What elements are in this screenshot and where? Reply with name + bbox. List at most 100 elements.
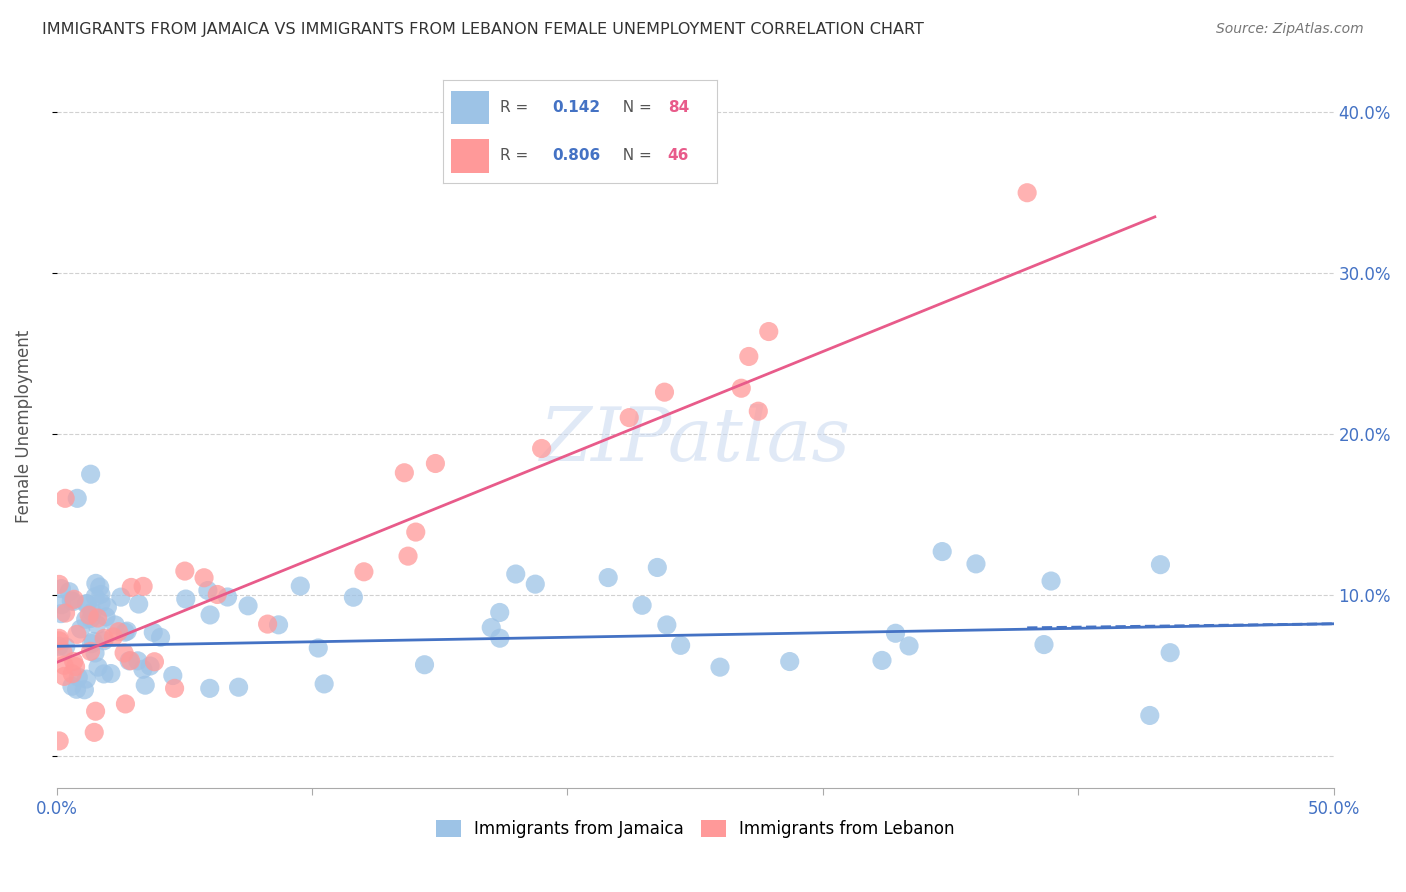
Point (307, 640, 329, 655)
Point (66, 627, 89, 641)
Point (51, 582, 73, 596)
Point (82, 605, 104, 619)
Point (96, 600, 118, 615)
Point (65, 682, 87, 697)
Point (67, 670, 90, 684)
Point (1149, 558, 1171, 572)
Point (193, 571, 215, 585)
Point (73, 682, 96, 697)
Point (228, 680, 250, 694)
Point (128, 597, 150, 611)
Point (84, 646, 107, 660)
Point (62, 594, 84, 608)
Point (127, 654, 149, 668)
Point (84, 576, 107, 591)
Point (134, 678, 156, 692)
Point (647, 560, 669, 574)
Point (82, 634, 104, 648)
Point (425, 457, 447, 471)
Point (52, 645, 75, 659)
Point (63, 592, 86, 607)
Point (198, 607, 221, 622)
Point (149, 630, 172, 644)
Text: R =: R = (501, 148, 534, 163)
Point (60, 679, 83, 693)
Point (120, 581, 142, 595)
Point (62, 655, 84, 669)
Point (104, 618, 127, 632)
Point (779, 655, 801, 669)
Point (110, 590, 132, 604)
Text: 0.806: 0.806 (553, 148, 600, 163)
Point (267, 617, 290, 632)
Point (69, 622, 91, 636)
Point (530, 442, 553, 456)
Point (100, 666, 122, 681)
Point (396, 549, 419, 563)
Point (747, 404, 769, 418)
Point (198, 681, 221, 696)
Point (314, 677, 336, 691)
Point (76, 597, 98, 611)
Point (631, 599, 654, 613)
Point (75, 672, 97, 686)
Point (53, 669, 76, 683)
Point (48, 632, 70, 646)
Point (60, 666, 83, 681)
Point (86, 611, 108, 625)
Bar (451, 91, 489, 124)
Point (709, 660, 731, 674)
Bar (451, 139, 489, 173)
Text: 84: 84 (668, 100, 689, 115)
Point (53, 491, 76, 506)
Point (143, 655, 166, 669)
Point (1159, 646, 1181, 660)
Point (120, 654, 142, 668)
Point (80, 637, 103, 651)
Text: N =: N = (613, 148, 657, 163)
Point (89, 580, 111, 594)
Point (405, 524, 427, 539)
Point (93, 633, 115, 648)
Text: Source: ZipAtlas.com: Source: ZipAtlas.com (1216, 22, 1364, 37)
Text: ZIPatlas: ZIPatlas (540, 404, 851, 476)
Point (931, 544, 953, 558)
Point (654, 385, 676, 400)
Point (738, 350, 761, 364)
Point (114, 697, 136, 711)
Point (139, 659, 162, 673)
Point (79, 644, 101, 658)
Point (290, 579, 312, 593)
Point (342, 591, 364, 605)
Point (75, 612, 97, 626)
Point (132, 579, 155, 593)
Point (118, 654, 141, 668)
Point (94, 610, 117, 624)
Point (60, 593, 83, 607)
Text: N =: N = (613, 100, 657, 115)
Point (163, 681, 186, 696)
Point (86, 617, 108, 632)
Text: R =: R = (501, 100, 534, 115)
Point (207, 587, 229, 601)
Point (66, 491, 89, 506)
Point (174, 592, 197, 607)
Point (93, 632, 115, 646)
Point (394, 466, 416, 480)
Point (758, 325, 780, 339)
Point (114, 625, 136, 640)
Point (870, 653, 893, 667)
Point (48, 633, 70, 648)
Point (489, 631, 512, 645)
Point (90, 596, 112, 610)
Point (524, 577, 547, 591)
Point (730, 381, 752, 395)
Point (173, 564, 195, 578)
Point (75, 597, 97, 611)
Point (79, 467, 101, 482)
Point (84, 704, 107, 718)
Point (1040, 574, 1063, 588)
Point (162, 668, 184, 682)
Text: 0.142: 0.142 (553, 100, 600, 115)
Point (898, 639, 921, 653)
